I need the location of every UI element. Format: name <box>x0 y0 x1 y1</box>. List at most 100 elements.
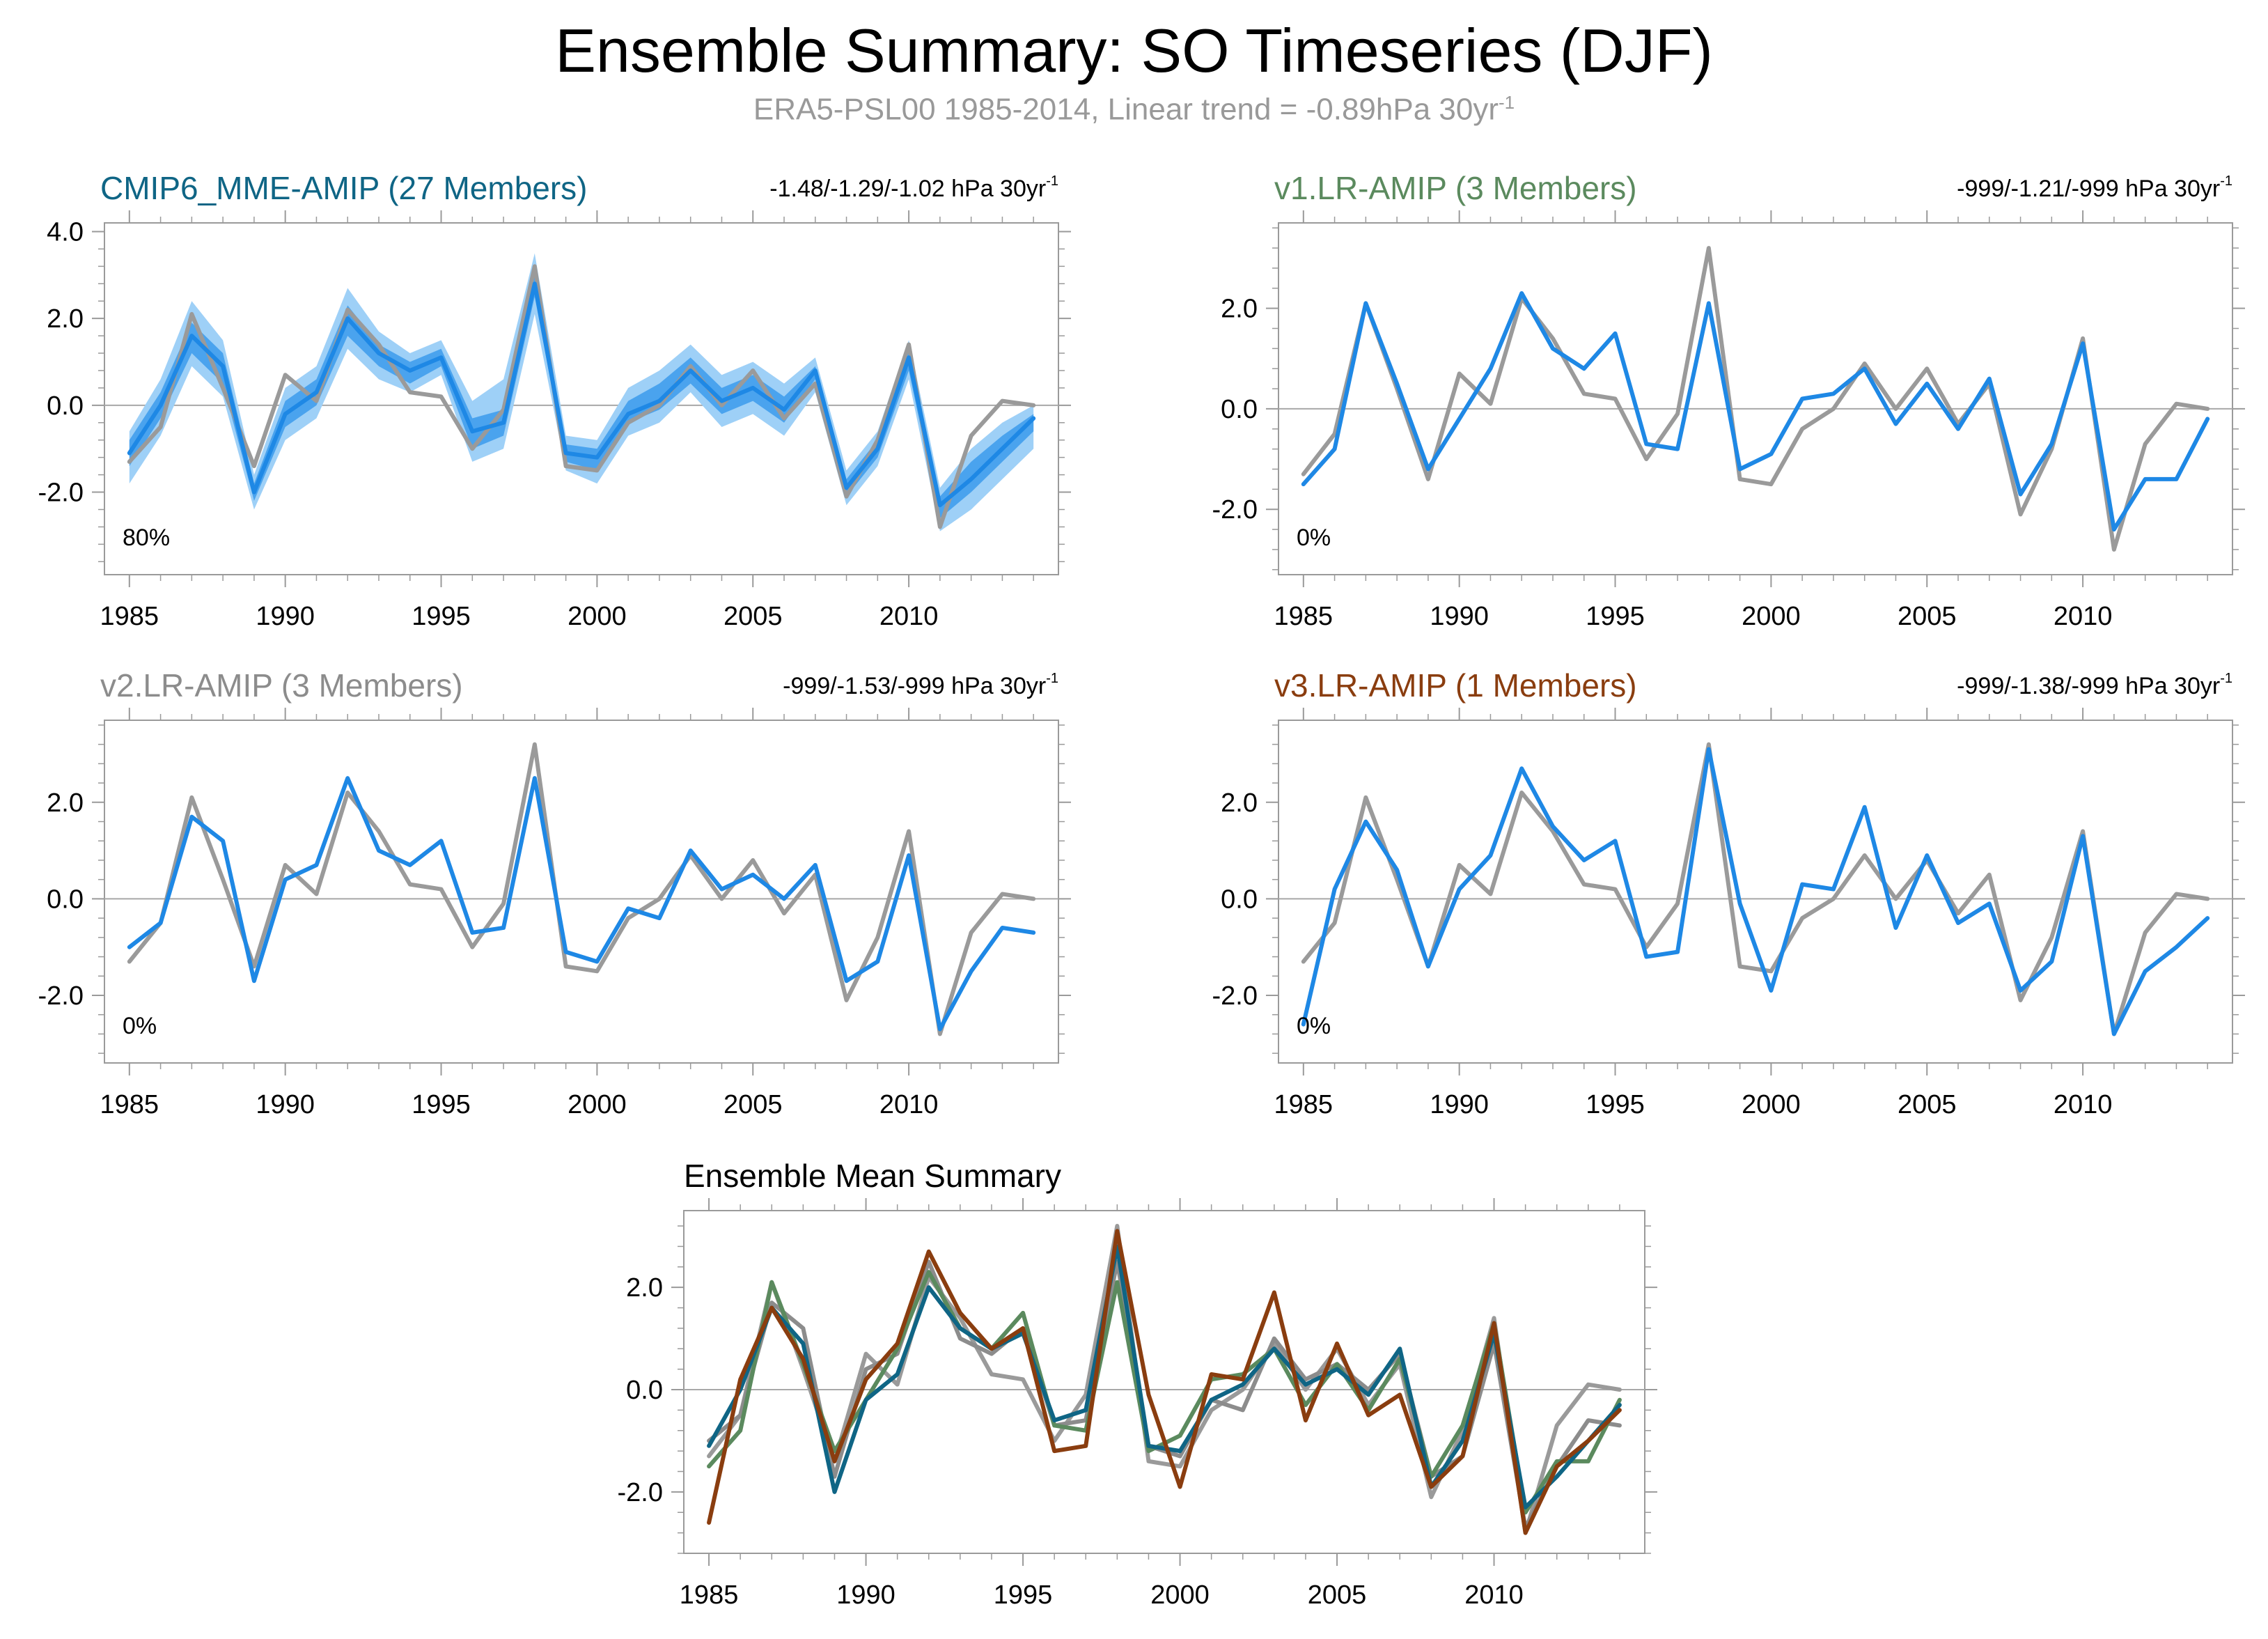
summary-line-v2-lr-amip-point <box>990 1353 993 1356</box>
v2-lr-line-v2-mean-point <box>595 960 598 963</box>
v3-lr-ytick-label: -2.0 <box>1212 981 1258 1011</box>
v1-lr-line-v1-mean-point <box>2019 493 2022 496</box>
cmip6-mme-line-era5-point <box>751 369 754 372</box>
summary-line-v1-lr-amip-point <box>1147 1450 1150 1452</box>
v2-lr-xtick-label: 2005 <box>724 1090 783 1119</box>
summary-line-v1-lr-amip-point <box>1461 1424 1464 1427</box>
cmip6-mme-line-era5-point <box>627 421 629 424</box>
v2-lr-trend-label: -999/-1.53/-999 hPa 30yr-1 <box>783 671 1058 699</box>
v1-lr-line-v1-mean-point <box>1395 382 1398 385</box>
cmip6-mme-band-inner <box>129 270 1034 518</box>
summary-line-v2-lr-amip-point <box>1367 1388 1370 1391</box>
summary-line-v3-lr-amip-point <box>739 1378 742 1381</box>
v1-lr-line-era5-point <box>1614 398 1617 400</box>
v1-lr-line-era5-point <box>1739 478 1742 481</box>
cmip6-mme-line-era5-point <box>907 343 910 346</box>
cmip6-mme-line-era5-point <box>565 465 568 467</box>
cmip6-mme-line-era5-point <box>502 408 505 411</box>
v2-lr-line-v2-mean-point <box>907 854 910 857</box>
summary-line-v1-lr-amip-point <box>928 1271 930 1273</box>
v2-lr-line-v2-mean-point <box>471 931 474 934</box>
v3-lr-line-era5-point <box>1769 970 1772 972</box>
v3-lr-line-era5-point <box>1957 912 1960 915</box>
v2-lr-line-v2-mean-point <box>876 960 879 963</box>
v3-lr-line-v3-mean-point <box>1302 1023 1305 1026</box>
summary-line-era5-point <box>896 1383 899 1386</box>
v2-lr-xtick-label: 2000 <box>568 1090 627 1119</box>
v1-lr-line-v1-mean-point <box>1739 468 1742 470</box>
summary-line-era5-point <box>1618 1388 1621 1391</box>
v2-lr-line-era5-point <box>595 970 598 972</box>
panel-v2-lr: -2.0 0.0 2.0 1985 1990 1995 2000 2005 2010 v2.LR-… <box>38 667 1071 1119</box>
v3-lr-line-era5-point <box>1520 791 1523 794</box>
summary-line-v1-lr-amip-point <box>1618 1399 1621 1401</box>
summary-line-v3-lr-amip-point <box>1147 1393 1150 1396</box>
cmip6-mme-line-ensemble-mean-point <box>751 387 754 389</box>
summary-line-v3-lr-amip-point <box>1587 1439 1590 1442</box>
v3-lr-line-v3-mean-point <box>2144 970 2147 972</box>
cmip6-mme-line-ensemble-mean-point <box>1001 447 1003 450</box>
cmip6-mme-plot-frame <box>104 222 1059 575</box>
summary-line-cmip6-mme-amip-point <box>1398 1347 1401 1350</box>
v1-lr-ytick-label: 0.0 <box>1221 395 1258 424</box>
summary-line-v3-lr-amip-point <box>928 1250 930 1253</box>
summary-line-v3-lr-amip-point <box>1556 1465 1558 1468</box>
summary-ytick-label: 0.0 <box>626 1376 663 1405</box>
cmip6-mme-line-ensemble-mean-point <box>190 334 193 337</box>
v3-lr-line-era5-point <box>1583 883 1586 886</box>
v2-lr-line-era5-point <box>658 897 661 900</box>
v2-lr-line-era5-point <box>783 912 785 915</box>
cmip6-mme-line-ensemble-mean-point <box>783 408 785 411</box>
v1-lr-line-era5-point <box>1551 337 1554 340</box>
v3-lr-line-era5-point <box>1801 917 1804 919</box>
cmip6-mme-line-era5-point <box>346 309 349 311</box>
v1-lr-line-v1-mean-point <box>1676 448 1679 451</box>
v1-lr-line-v1-mean-point <box>1707 302 1710 304</box>
summary-line-v3-lr-amip-point <box>1179 1486 1182 1489</box>
summary-line-cmip6-mme-amip-point <box>1524 1506 1527 1509</box>
summary-line-era5-point <box>1210 1408 1213 1411</box>
v2-lr-line-v2-mean-point <box>346 777 349 779</box>
v2-lr-line-era5-point <box>315 892 318 895</box>
v1-lr-line-v1-mean-point <box>2206 417 2209 420</box>
summary-plot-frame <box>683 1210 1645 1554</box>
cmip6-mme-line-ensemble-mean-point <box>346 317 349 320</box>
v1-lr-line-era5-point <box>1583 392 1586 395</box>
v3-lr-line-v3-mean-point <box>1863 806 1866 809</box>
summary-line-cmip6-mme-amip-point <box>896 1373 899 1376</box>
v1-lr-line-era5-point <box>1707 247 1710 249</box>
v3-lr-xtick-label: 1990 <box>1430 1090 1489 1119</box>
cmip6-mme-trend-label-text: -1.48/-1.29/-1.02 hPa 30yr <box>769 176 1046 202</box>
v1-lr-line-era5-point <box>1302 473 1305 476</box>
summary-line-v2-lr-amip-point <box>1587 1419 1590 1422</box>
summary-line-v3-lr-amip-point <box>707 1521 710 1524</box>
cmip6-mme-line-ensemble-mean-point <box>720 400 723 403</box>
summary-line-cmip6-mme-amip-point <box>1242 1383 1244 1386</box>
summary-line-cmip6-mme-amip-point <box>1461 1439 1464 1442</box>
cmip6-mme-line-ensemble-mean-point <box>440 356 443 359</box>
cmip6-mme-line-ensemble-mean-point <box>845 486 848 489</box>
summary-xtick-label: 2005 <box>1308 1580 1367 1610</box>
cmip6-mme-line-ensemble-mean <box>127 281 1036 508</box>
v1-lr-line-era5-point <box>2144 442 2147 445</box>
v3-lr-line-v3-mean-point <box>2050 960 2053 963</box>
v1-lr-xtick-label: 2000 <box>1742 602 1801 631</box>
cmip6-mme-line-era5-point <box>783 417 785 420</box>
summary-line-v2-lr-amip-point <box>1618 1424 1621 1427</box>
cmip6-mme-line-ensemble-mean-point <box>658 400 661 403</box>
v1-lr-line-era5-point <box>2113 548 2116 551</box>
summary-line-v3-lr-amip-point <box>1524 1532 1527 1535</box>
v1-lr-line-v1-mean-point <box>1520 292 1523 295</box>
v1-lr-line-v1-mean-point <box>2175 478 2177 481</box>
v1-lr-xtick-label: 1995 <box>1586 602 1645 631</box>
cmip6-mme-line-ensemble-mean-point <box>284 412 287 415</box>
v1-lr-trend-label-sup: -1 <box>2220 173 2232 189</box>
summary-line-v3-lr-amip-point <box>801 1358 804 1360</box>
summary-line-v2-lr-amip-point <box>959 1337 962 1340</box>
v3-lr-line-v3-mean-point <box>1925 854 1928 857</box>
v3-lr-line-era5-point <box>1863 854 1866 857</box>
cmip6-mme-ytick-label: 4.0 <box>47 217 84 247</box>
v2-lr-plot-frame <box>104 720 1059 1064</box>
v3-lr-line-era5-point <box>1551 830 1554 832</box>
v2-lr-line-era5-point <box>845 999 848 1002</box>
